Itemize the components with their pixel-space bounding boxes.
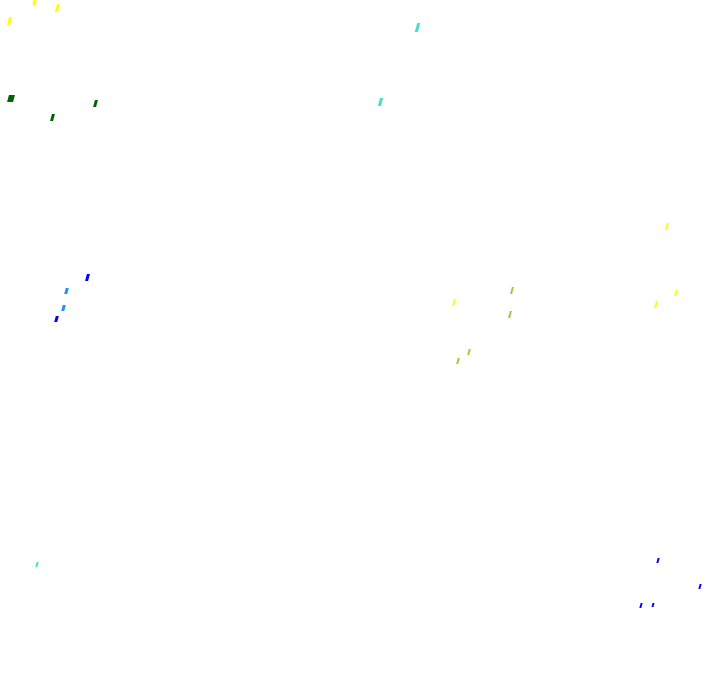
speck-light-blue — [64, 288, 69, 294]
speck-yellow — [6, 17, 13, 25]
speck-yellow — [54, 4, 61, 12]
speck-blue — [651, 603, 655, 607]
speck-blue — [639, 603, 643, 608]
speck-yellow-green — [510, 287, 514, 294]
speck-dark-green — [50, 114, 55, 121]
speck-yellow — [674, 290, 678, 296]
speck-yellow — [452, 299, 456, 306]
speck-yellow-green — [456, 358, 460, 364]
speck-blue — [656, 558, 660, 563]
speck-yellow — [665, 223, 669, 230]
speck-dark-green — [7, 95, 15, 102]
speck-turquoise — [414, 23, 421, 32]
speck-blue — [54, 316, 59, 322]
speck-blue — [698, 584, 702, 589]
speck-light-blue — [61, 305, 66, 311]
speck-dark-green — [93, 100, 98, 107]
speck-turquoise — [35, 562, 39, 567]
speck-yellow — [32, 0, 37, 5]
speck-turquoise — [377, 98, 384, 106]
speck-yellow-green — [467, 349, 471, 355]
speck-yellow — [654, 301, 658, 308]
speck-yellow-green — [508, 311, 512, 318]
speck-blue — [85, 274, 90, 281]
